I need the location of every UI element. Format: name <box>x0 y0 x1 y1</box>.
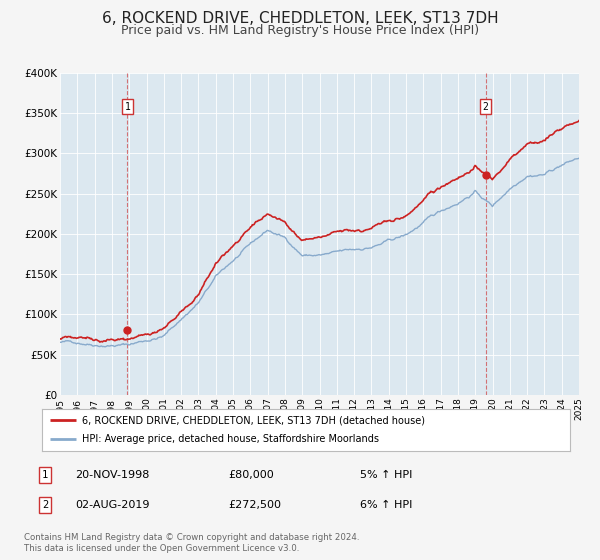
Text: 6% ↑ HPI: 6% ↑ HPI <box>360 500 412 510</box>
Text: 2: 2 <box>482 101 488 111</box>
Text: 1: 1 <box>125 101 130 111</box>
Text: £80,000: £80,000 <box>228 470 274 480</box>
Text: 1: 1 <box>42 470 48 480</box>
Text: 6, ROCKEND DRIVE, CHEDDLETON, LEEK, ST13 7DH (detached house): 6, ROCKEND DRIVE, CHEDDLETON, LEEK, ST13… <box>82 415 425 425</box>
Text: 6, ROCKEND DRIVE, CHEDDLETON, LEEK, ST13 7DH: 6, ROCKEND DRIVE, CHEDDLETON, LEEK, ST13… <box>101 11 499 26</box>
Text: 02-AUG-2019: 02-AUG-2019 <box>75 500 149 510</box>
Text: Contains HM Land Registry data © Crown copyright and database right 2024.
This d: Contains HM Land Registry data © Crown c… <box>24 533 359 553</box>
Text: 20-NOV-1998: 20-NOV-1998 <box>75 470 149 480</box>
Text: HPI: Average price, detached house, Staffordshire Moorlands: HPI: Average price, detached house, Staf… <box>82 435 379 445</box>
Text: 5% ↑ HPI: 5% ↑ HPI <box>360 470 412 480</box>
Text: Price paid vs. HM Land Registry's House Price Index (HPI): Price paid vs. HM Land Registry's House … <box>121 24 479 37</box>
Text: £272,500: £272,500 <box>228 500 281 510</box>
Text: 2: 2 <box>42 500 48 510</box>
